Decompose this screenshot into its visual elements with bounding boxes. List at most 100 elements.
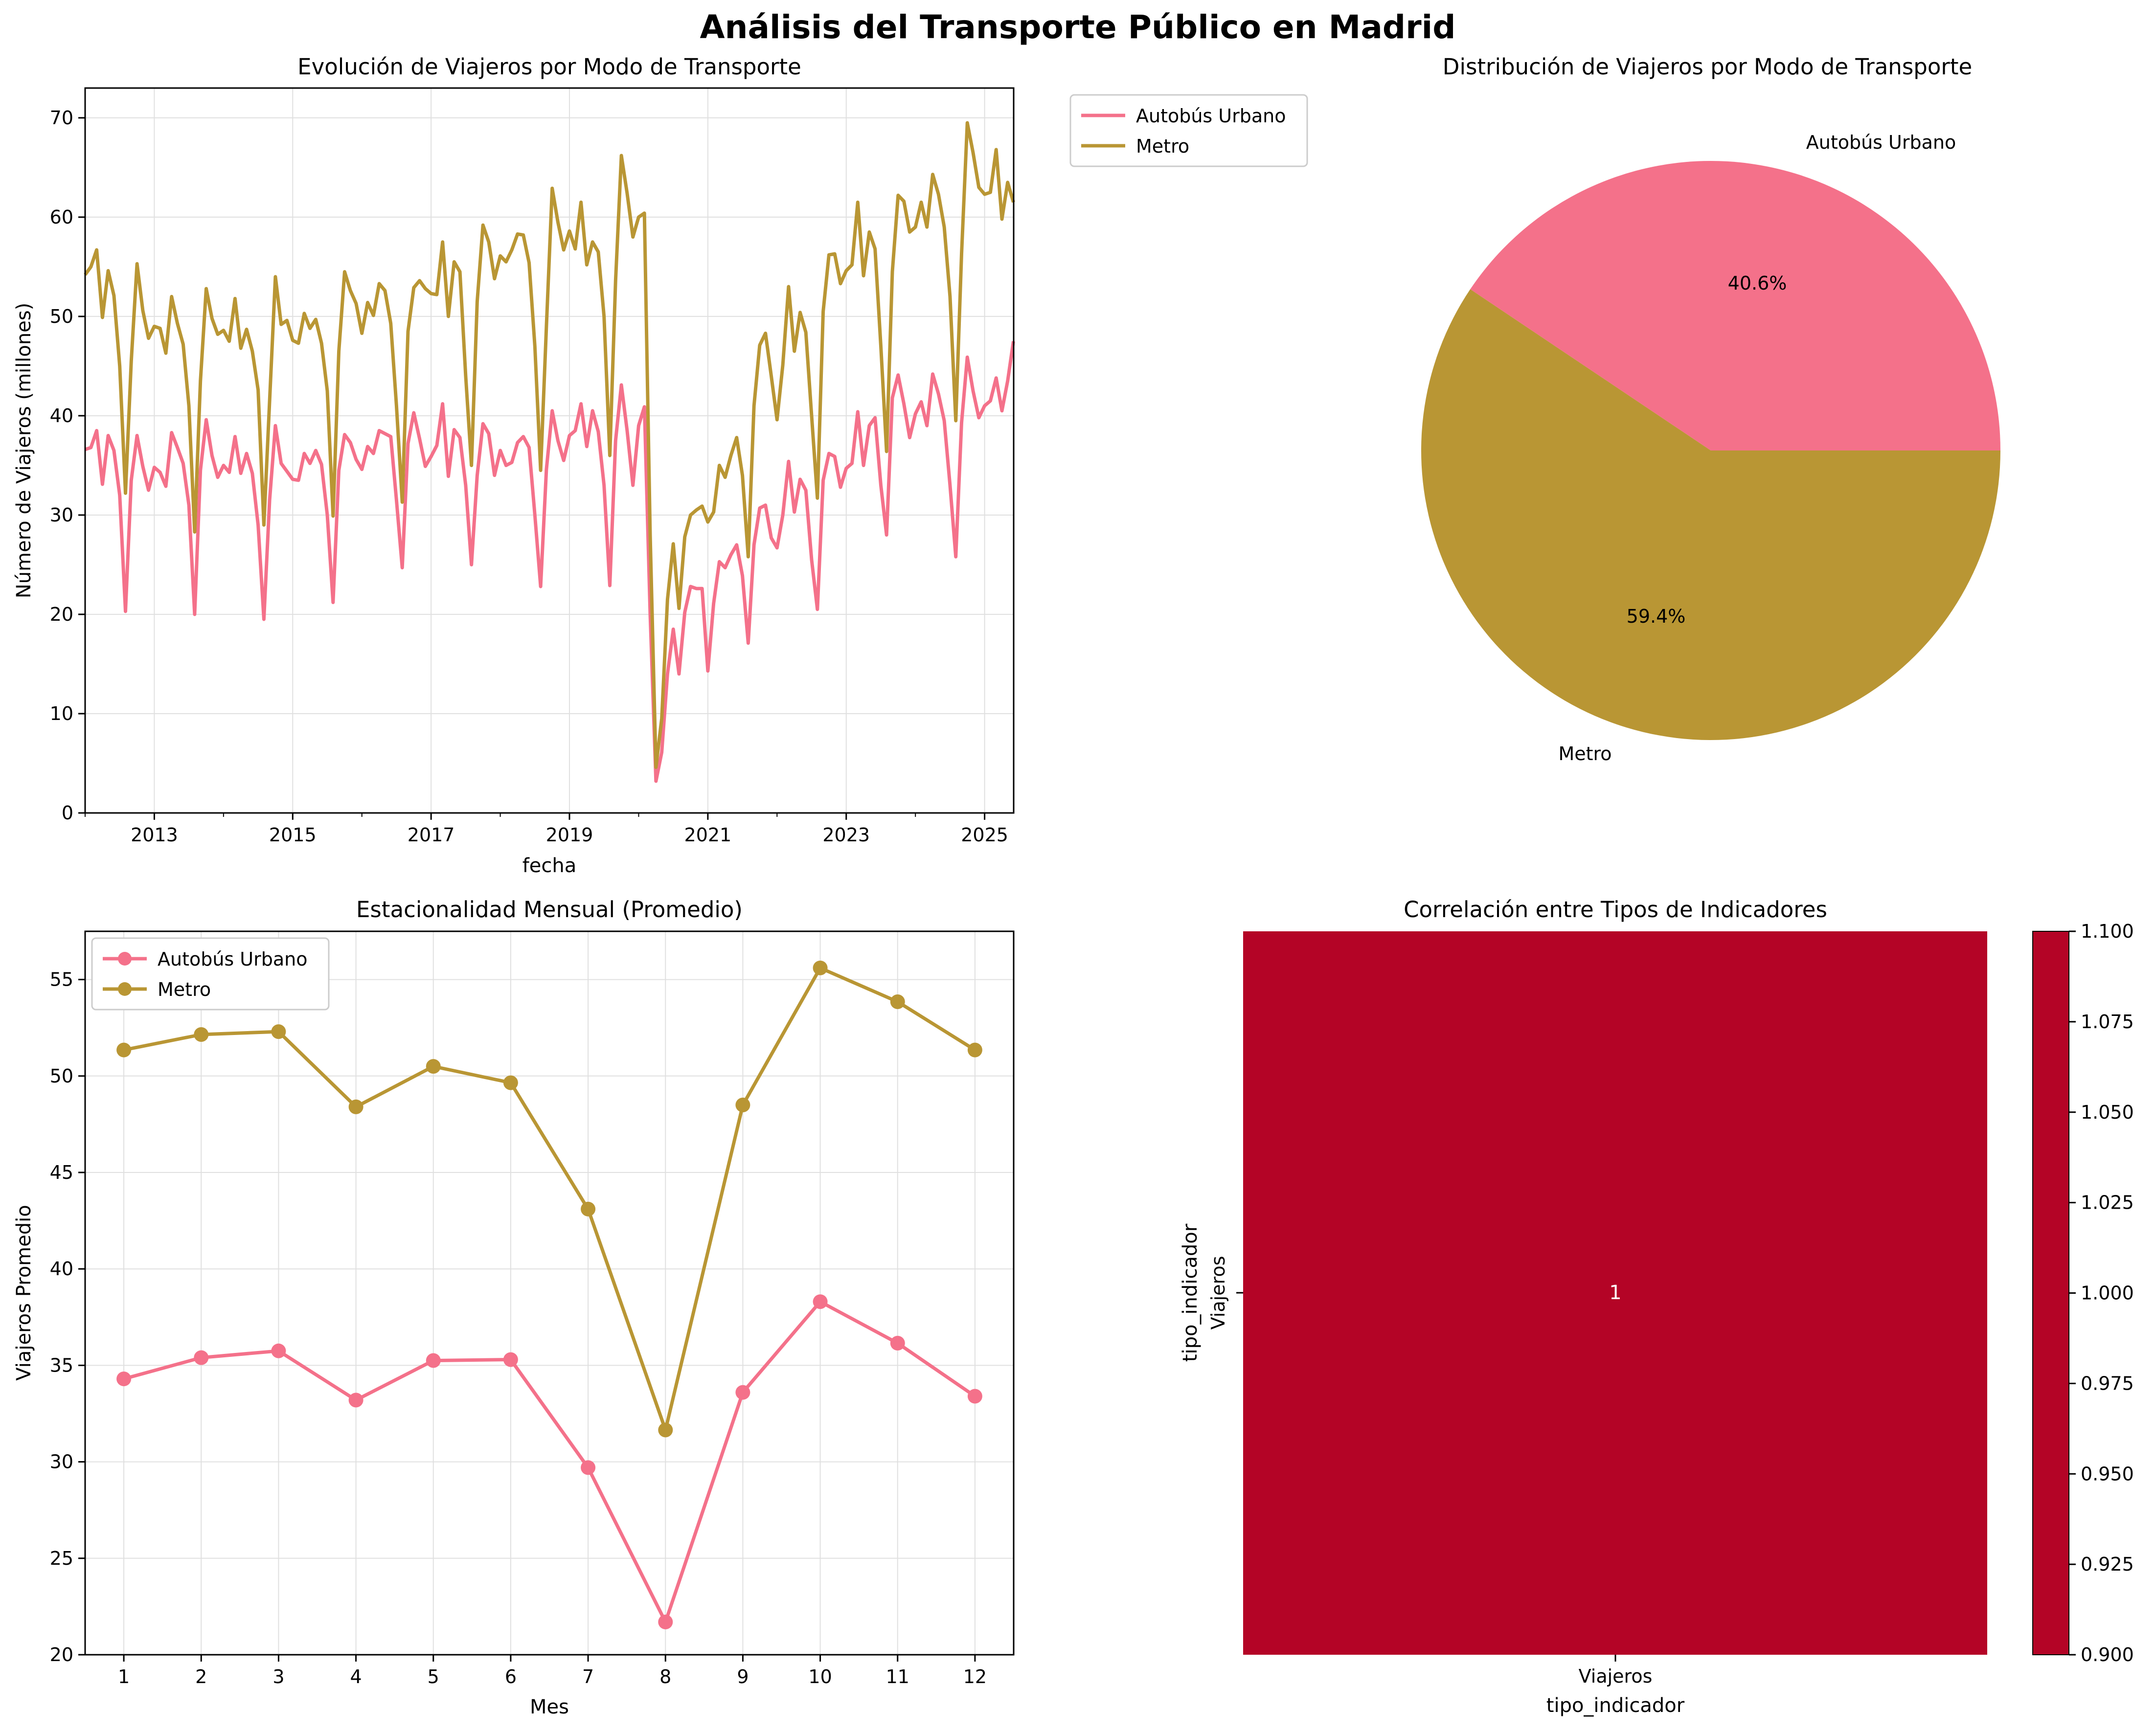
timeseries-x-tick-label: 2013 <box>131 824 178 846</box>
seasonal-point-autobus <box>967 1389 982 1404</box>
timeseries-line-autobus <box>84 341 1015 783</box>
pie-label-metro: Metro <box>1558 743 1611 765</box>
seasonal-x-tick-label: 6 <box>505 1666 517 1688</box>
seasonal-legend-box <box>91 937 330 1011</box>
timeseries-y-tick-label: 0 <box>62 802 73 824</box>
seasonal-point-autobus <box>426 1353 441 1368</box>
seasonal-x-tick-label: 7 <box>582 1666 594 1688</box>
timeseries-y-tick-label: 20 <box>50 604 73 625</box>
timeseries-x-tick-label: 2017 <box>408 824 455 846</box>
pie-slice-metro <box>1421 289 2000 740</box>
seasonal-y-axis-label: Viajeros Promedio <box>13 1205 35 1380</box>
colorbar-tick-label: 1.000 <box>2081 1283 2134 1304</box>
seasonal-line-autobus <box>123 1300 976 1624</box>
seasonal-legend-bus-marker <box>118 952 132 966</box>
timeseries-y-tick-label: 40 <box>50 405 73 427</box>
timeseries-y-tick-label: 60 <box>50 206 73 228</box>
seasonal-point-metro <box>116 1042 132 1058</box>
seasonal-point-autobus <box>581 1460 596 1475</box>
seasonal-x-tick-label: 8 <box>659 1666 671 1688</box>
timeseries-frame <box>84 87 1015 814</box>
pie-percent-metro: 59.4% <box>1627 606 1686 627</box>
seasonal-y-tick-label: 25 <box>50 1548 73 1569</box>
timeseries-y-axis-label: Número de Viajeros (millones) <box>13 303 35 599</box>
seasonal-y-tick-label: 30 <box>50 1451 73 1473</box>
seasonal-point-autobus <box>116 1372 132 1386</box>
timeseries-legend-bus-label: Autobús Urbano <box>1136 105 1286 127</box>
heatmap-title: Correlación entre Tipos de Indicadores <box>1404 897 1827 923</box>
heatmap-cell-label: 1 <box>1609 1282 1621 1304</box>
seasonal-title: Estacionalidad Mensual (Promedio) <box>356 897 743 923</box>
seasonal-x-tick-label: 5 <box>428 1666 439 1688</box>
seasonal-legend-bus-label: Autobús Urbano <box>158 948 308 970</box>
seasonal-x-tick-label: 3 <box>272 1666 284 1688</box>
seasonal-point-autobus <box>348 1393 363 1408</box>
pie-percent-autobus: 40.6% <box>1728 272 1787 294</box>
seasonal-point-metro <box>271 1024 286 1039</box>
seasonal-point-autobus <box>735 1385 750 1400</box>
seasonal-y-tick-label: 55 <box>50 969 73 990</box>
timeseries-x-tick-label: 2023 <box>822 824 870 846</box>
timeseries-grid <box>85 88 1014 813</box>
colorbar-tick-label: 0.975 <box>2081 1373 2134 1394</box>
seasonal-point-metro <box>658 1422 673 1438</box>
timeseries-lines <box>84 121 1015 783</box>
seasonal-legend-metro-marker <box>118 982 132 996</box>
seasonal-y-tick-label: 20 <box>50 1644 73 1665</box>
seasonal-x-tick-label: 10 <box>808 1666 832 1688</box>
timeseries-x-tick-label: 2019 <box>546 824 593 846</box>
colorbar-tick-label: 1.025 <box>2081 1192 2134 1214</box>
seasonal-x-tick-label: 2 <box>195 1666 207 1688</box>
seasonal-panel: Estacionalidad Mensual (Promedio) 202530… <box>13 897 1015 1718</box>
heatmap-y-tick-label: Viajeros <box>1207 1256 1229 1330</box>
seasonal-point-autobus <box>503 1352 518 1367</box>
seasonal-lines <box>116 960 982 1629</box>
seasonal-x-tick-label: 9 <box>737 1666 749 1688</box>
colorbar-tick-label: 1.100 <box>2081 921 2134 942</box>
timeseries-y-tick-label: 50 <box>50 306 73 327</box>
colorbar-tick-label: 0.950 <box>2081 1463 2134 1485</box>
heatmap-y-axis-label: tipo_indicador <box>1179 1223 1202 1362</box>
seasonal-point-metro <box>503 1075 518 1090</box>
timeseries-y-tick-label: 70 <box>50 107 73 129</box>
pie-label-autobus: Autobús Urbano <box>1806 132 1956 153</box>
heatmap-colorbar <box>2032 931 2069 1655</box>
seasonal-point-metro <box>890 994 905 1009</box>
timeseries-legend-box <box>1069 94 1308 167</box>
seasonal-point-metro <box>194 1027 209 1042</box>
seasonal-point-metro <box>348 1099 363 1114</box>
seasonal-x-tick-label: 11 <box>886 1666 909 1688</box>
seasonal-point-autobus <box>890 1336 905 1350</box>
pie-panel: Distribución de Viajeros por Modo de Tra… <box>1421 54 2000 765</box>
seasonal-y-tick-label: 50 <box>50 1065 73 1087</box>
seasonal-legend: Autobús Urbano Metro <box>91 937 330 1011</box>
seasonal-legend-metro-label: Metro <box>158 979 211 1000</box>
heatmap-cell <box>1243 931 1987 1655</box>
seasonal-x-tick-label: 4 <box>350 1666 362 1688</box>
colorbar-tick-label: 1.075 <box>2081 1011 2134 1033</box>
colorbar-tick-label: 0.900 <box>2081 1644 2134 1665</box>
heatmap-x-axis-label: tipo_indicador <box>1546 1694 1685 1717</box>
pie-title: Distribución de Viajeros por Modo de Tra… <box>1443 54 1972 80</box>
timeseries-legend: Autobús Urbano Metro <box>1069 94 1308 167</box>
seasonal-grid <box>85 931 1014 1655</box>
timeseries-panel: Evolución de Viajeros por Modo de Transp… <box>13 54 1308 877</box>
timeseries-legend-metro-label: Metro <box>1136 135 1189 157</box>
seasonal-line-metro <box>123 966 976 1432</box>
seasonal-point-metro <box>813 960 828 975</box>
heatmap-panel: Correlación entre Tipos de Indicadores 1… <box>1179 897 2134 1717</box>
seasonal-frame <box>84 930 1015 1656</box>
seasonal-point-metro <box>581 1201 596 1216</box>
pie-slice-autobus <box>1470 160 2000 450</box>
seasonal-x-tick-label: 1 <box>118 1666 130 1688</box>
colorbar-tick-label: 1.050 <box>2081 1102 2134 1123</box>
timeseries-x-tick-label: 2025 <box>961 824 1008 846</box>
timeseries-y-tick-label: 10 <box>50 703 73 724</box>
timeseries-x-tick-label: 2021 <box>684 824 732 846</box>
seasonal-point-autobus <box>813 1294 828 1309</box>
timeseries-x-axis-label: fecha <box>522 855 577 877</box>
heatmap-colorbar-ticks: 1.100 1.075 1.050 1.025 1.000 0.975 0.950 0.925… <box>2069 921 2134 1665</box>
seasonal-x-tick-label: 12 <box>963 1666 987 1688</box>
